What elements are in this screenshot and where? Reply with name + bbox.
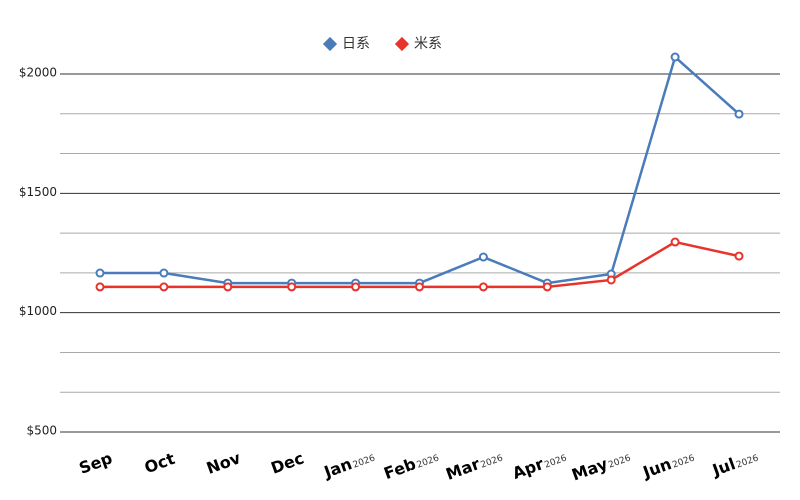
legend-marker xyxy=(394,36,410,52)
x-tick-label: Oct xyxy=(142,449,178,477)
legend-label: 米系 xyxy=(414,36,442,52)
x-tick-label: Sep xyxy=(77,448,115,477)
x-tick-label: Dec xyxy=(268,448,306,477)
point xyxy=(606,275,616,285)
y-tick-label: $1000 xyxy=(19,304,57,318)
y-tick-label: $2000 xyxy=(19,66,57,80)
x-tick: Oct xyxy=(142,449,178,477)
x-tick-year: 2026 xyxy=(479,453,504,470)
x-tick-year: 2026 xyxy=(607,453,632,470)
x-tick-label: Jan xyxy=(321,454,355,482)
x-tick-year: 2026 xyxy=(352,453,377,470)
x-tick-year: 2026 xyxy=(735,453,760,470)
point xyxy=(542,282,552,292)
point xyxy=(351,282,361,292)
x-tick-year: 2026 xyxy=(671,453,696,470)
x-tick-year: 2026 xyxy=(416,453,441,470)
point xyxy=(734,109,744,119)
series-line xyxy=(100,54,740,285)
point xyxy=(478,252,488,262)
x-tick: Sep xyxy=(77,448,115,477)
legend-label: 日系 xyxy=(342,36,370,52)
x-tick-label: May xyxy=(569,454,610,485)
x-tick-label: Feb xyxy=(381,454,418,483)
point xyxy=(95,268,105,278)
point xyxy=(670,52,680,62)
point xyxy=(734,251,744,261)
x-tick-label: Jul xyxy=(709,454,738,480)
x-tick-label: Apr xyxy=(510,454,546,483)
y-tick-label: $500 xyxy=(26,424,57,438)
point xyxy=(670,237,680,247)
x-tick-label: Mar xyxy=(443,454,482,484)
x-tick-label: Nov xyxy=(204,448,244,478)
point xyxy=(478,282,488,292)
point xyxy=(159,268,169,278)
x-tick: Nov xyxy=(204,448,244,478)
y-tick-label: $1500 xyxy=(19,185,57,199)
point xyxy=(95,282,105,292)
x-tick-label: Jun xyxy=(640,454,674,482)
legend-marker xyxy=(322,36,338,52)
x-tick-year: 2026 xyxy=(543,453,568,470)
point xyxy=(415,282,424,292)
point xyxy=(223,282,233,292)
x-tick: Dec xyxy=(268,448,306,477)
point xyxy=(159,282,169,292)
point xyxy=(287,282,297,292)
